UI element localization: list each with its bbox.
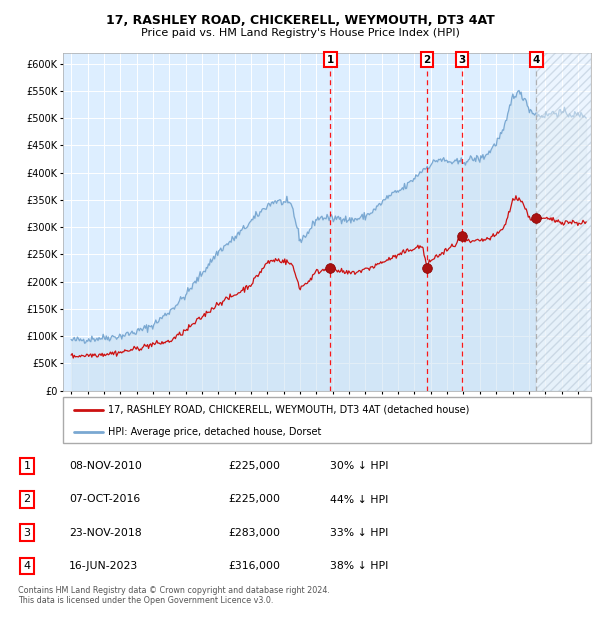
Text: 1: 1	[327, 55, 334, 64]
Text: 4: 4	[23, 561, 31, 571]
Text: 16-JUN-2023: 16-JUN-2023	[69, 561, 138, 571]
Text: 30% ↓ HPI: 30% ↓ HPI	[330, 461, 389, 471]
Text: 44% ↓ HPI: 44% ↓ HPI	[330, 495, 388, 505]
Text: Price paid vs. HM Land Registry's House Price Index (HPI): Price paid vs. HM Land Registry's House …	[140, 28, 460, 38]
FancyBboxPatch shape	[63, 397, 591, 443]
Text: Contains HM Land Registry data © Crown copyright and database right 2024.
This d: Contains HM Land Registry data © Crown c…	[18, 586, 330, 605]
Text: 2: 2	[424, 55, 431, 64]
Text: 3: 3	[23, 528, 31, 538]
Text: 08-NOV-2010: 08-NOV-2010	[69, 461, 142, 471]
Text: 33% ↓ HPI: 33% ↓ HPI	[330, 528, 388, 538]
Text: £225,000: £225,000	[228, 495, 280, 505]
Text: 23-NOV-2018: 23-NOV-2018	[69, 528, 142, 538]
Text: 38% ↓ HPI: 38% ↓ HPI	[330, 561, 388, 571]
Text: 2: 2	[23, 495, 31, 505]
Text: 07-OCT-2016: 07-OCT-2016	[69, 495, 140, 505]
Bar	[536, 53, 591, 391]
Text: 17, RASHLEY ROAD, CHICKERELL, WEYMOUTH, DT3 4AT: 17, RASHLEY ROAD, CHICKERELL, WEYMOUTH, …	[106, 14, 494, 27]
Text: 4: 4	[533, 55, 540, 64]
Text: £225,000: £225,000	[228, 461, 280, 471]
Text: 17, RASHLEY ROAD, CHICKERELL, WEYMOUTH, DT3 4AT (detached house): 17, RASHLEY ROAD, CHICKERELL, WEYMOUTH, …	[108, 405, 469, 415]
Text: £316,000: £316,000	[228, 561, 280, 571]
Text: 3: 3	[458, 55, 466, 64]
Text: 1: 1	[23, 461, 31, 471]
Text: £283,000: £283,000	[228, 528, 280, 538]
Text: HPI: Average price, detached house, Dorset: HPI: Average price, detached house, Dors…	[108, 427, 321, 436]
